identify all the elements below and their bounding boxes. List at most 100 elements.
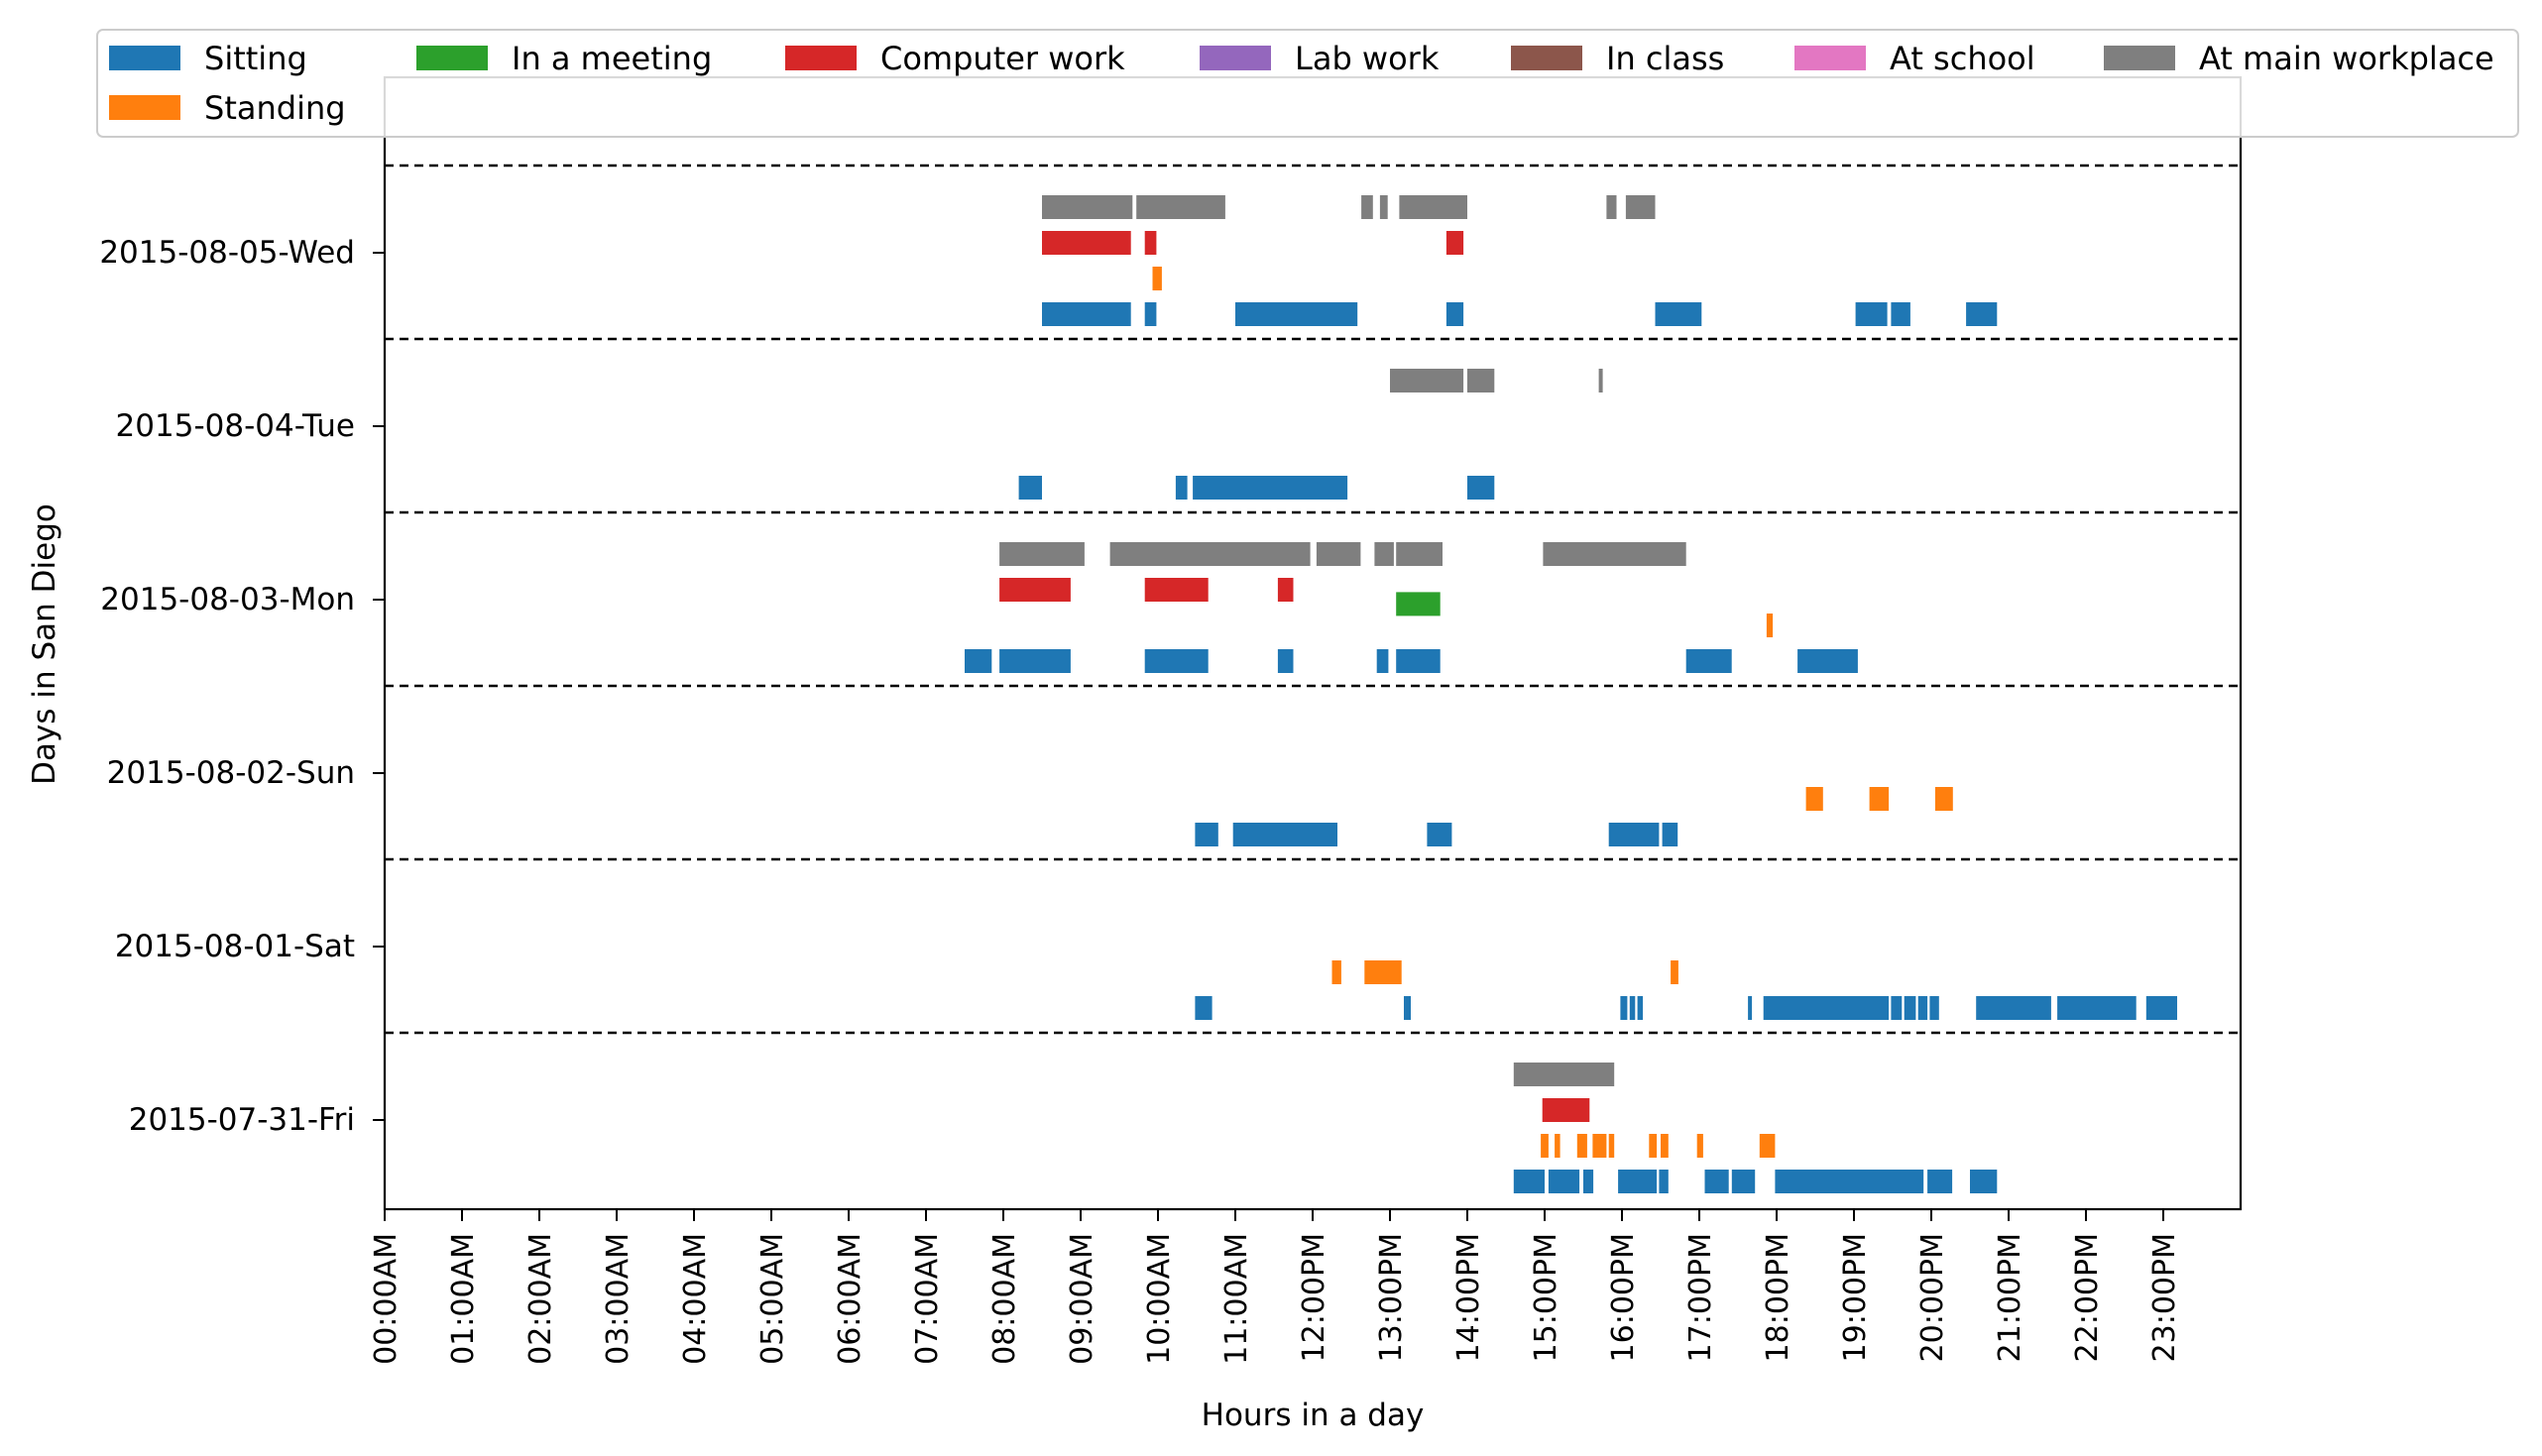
- x-tick-label: 22:00PM: [2070, 1233, 2105, 1362]
- activity-bar: [1583, 1170, 1594, 1193]
- activity-bar: [999, 578, 1071, 602]
- x-tick-label: 20:00PM: [1915, 1233, 1950, 1362]
- x-tick-label: 02:00AM: [523, 1233, 558, 1365]
- x-tick-label: 21:00PM: [1993, 1233, 2027, 1362]
- activity-bar: [999, 542, 1085, 566]
- activity-bar: [1891, 996, 1903, 1020]
- activity-bar: [965, 649, 992, 673]
- day-separators: [385, 164, 2241, 1035]
- activity-bar: [1144, 578, 1209, 602]
- x-axis-label: Hours in a day: [1202, 1398, 1425, 1433]
- activity-bar: [1542, 1098, 1590, 1122]
- activity-bar: [1445, 302, 1464, 326]
- activity-bar: [1376, 649, 1389, 673]
- activity-bar: [1042, 302, 1131, 326]
- activity-bar: [1927, 1170, 1953, 1193]
- activity-bar: [1042, 231, 1131, 255]
- activity-bar: [1671, 960, 1678, 984]
- x-tick-label: 10:00AM: [1142, 1233, 1177, 1365]
- legend-label: Standing: [204, 89, 346, 127]
- x-tick-label: 09:00AM: [1065, 1233, 1099, 1365]
- activity-bar: [1277, 578, 1294, 602]
- activity-bar: [1396, 542, 1443, 566]
- x-tick-label: 17:00PM: [1683, 1233, 1718, 1362]
- activity-bar: [1655, 302, 1702, 326]
- legend-swatch: [1200, 46, 1271, 70]
- y-tick-label: 2015-07-31-Fri: [129, 1102, 355, 1138]
- activity-bar: [1929, 996, 1939, 1020]
- activity-bar: [1606, 195, 1617, 219]
- activity-bar: [1805, 787, 1823, 811]
- x-tick-label: 04:00AM: [678, 1233, 713, 1365]
- activity-bar: [1152, 267, 1162, 290]
- legend: Sitting In a meeting Computer work Lab work…: [96, 29, 2519, 138]
- activity-bar: [1759, 1134, 1776, 1158]
- activity-bar: [1379, 195, 1388, 219]
- activity-bar: [1685, 649, 1732, 673]
- activity-bar: [1618, 1170, 1658, 1193]
- activity-bar: [1541, 1134, 1549, 1158]
- x-tick-label: 16:00PM: [1606, 1233, 1641, 1362]
- activity-bar: [1548, 1170, 1580, 1193]
- legend-swatch: [2104, 46, 2175, 70]
- activity-bar: [1917, 996, 1928, 1020]
- activity-bar: [1331, 960, 1341, 984]
- y-axis-label: Days in San Diego: [27, 504, 62, 785]
- x-tick-label: 13:00PM: [1374, 1233, 1409, 1362]
- activity-bar: [1364, 960, 1402, 984]
- activity-bar: [1277, 649, 1294, 673]
- activity-bar: [1361, 195, 1373, 219]
- activity-bar: [1766, 614, 1774, 637]
- activity-bar: [1136, 195, 1225, 219]
- activity-bar: [1797, 649, 1858, 673]
- y-tick-label: 2015-08-03-Mon: [100, 582, 355, 617]
- activity-bar: [1625, 195, 1656, 219]
- activity-bar: [1855, 302, 1888, 326]
- activity-bar: [1629, 996, 1636, 1020]
- activity-bar: [1513, 1170, 1545, 1193]
- activity-bar: [1904, 996, 1916, 1020]
- activity-bar: [1970, 1170, 1998, 1193]
- activity-bar: [1592, 1134, 1607, 1158]
- x-tick-label: 00:00AM: [369, 1233, 404, 1365]
- activity-bar: [1966, 302, 1998, 326]
- activity-bar: [1193, 476, 1348, 500]
- legend-swatch: [785, 46, 857, 70]
- activity-bar: [1513, 1063, 1615, 1086]
- activity-bar: [1608, 1134, 1615, 1158]
- activity-bar: [1649, 1134, 1658, 1158]
- x-tick-label: 23:00PM: [2147, 1233, 2182, 1362]
- activity-bars: [965, 195, 2177, 1193]
- activity-bar: [2057, 996, 2137, 1020]
- activity-bar: [1427, 823, 1452, 846]
- y-tick-label: 2015-08-04-Tue: [116, 408, 355, 444]
- activity-bar: [1598, 369, 1603, 392]
- activity-bar: [1543, 542, 1686, 566]
- legend-swatch: [1511, 46, 1582, 70]
- activity-bar: [1235, 302, 1358, 326]
- activity-bar: [1467, 369, 1495, 392]
- x-tick-label: 18:00PM: [1761, 1233, 1795, 1362]
- x-tick-label: 03:00AM: [601, 1233, 636, 1365]
- activity-bar: [1396, 649, 1441, 673]
- legend-label: Computer work: [880, 40, 1125, 77]
- activity-bar: [1576, 1134, 1587, 1158]
- y-tick-label: 2015-08-02-Sun: [107, 755, 355, 791]
- x-tick-label: 11:00AM: [1219, 1233, 1254, 1365]
- activity-bar: [1662, 823, 1678, 846]
- legend-label: At school: [1890, 40, 2035, 77]
- activity-bar: [1018, 476, 1042, 500]
- legend-label: Lab work: [1295, 40, 1440, 77]
- activity-bar: [1696, 1134, 1703, 1158]
- x-tick-label: 07:00AM: [910, 1233, 945, 1365]
- activity-bar: [1704, 1170, 1729, 1193]
- activity-bar: [1555, 1134, 1560, 1158]
- activity-bar: [1775, 1170, 1924, 1193]
- activity-bar: [1374, 542, 1394, 566]
- y-tick-label: 2015-08-01-Sat: [115, 929, 355, 964]
- legend-swatch: [1794, 46, 1866, 70]
- activity-bar: [1144, 649, 1209, 673]
- x-axis-ticks: 00:00AM 01:00AM 02:00AM 03:00AM 04:00AM 05:00…: [369, 1209, 2182, 1365]
